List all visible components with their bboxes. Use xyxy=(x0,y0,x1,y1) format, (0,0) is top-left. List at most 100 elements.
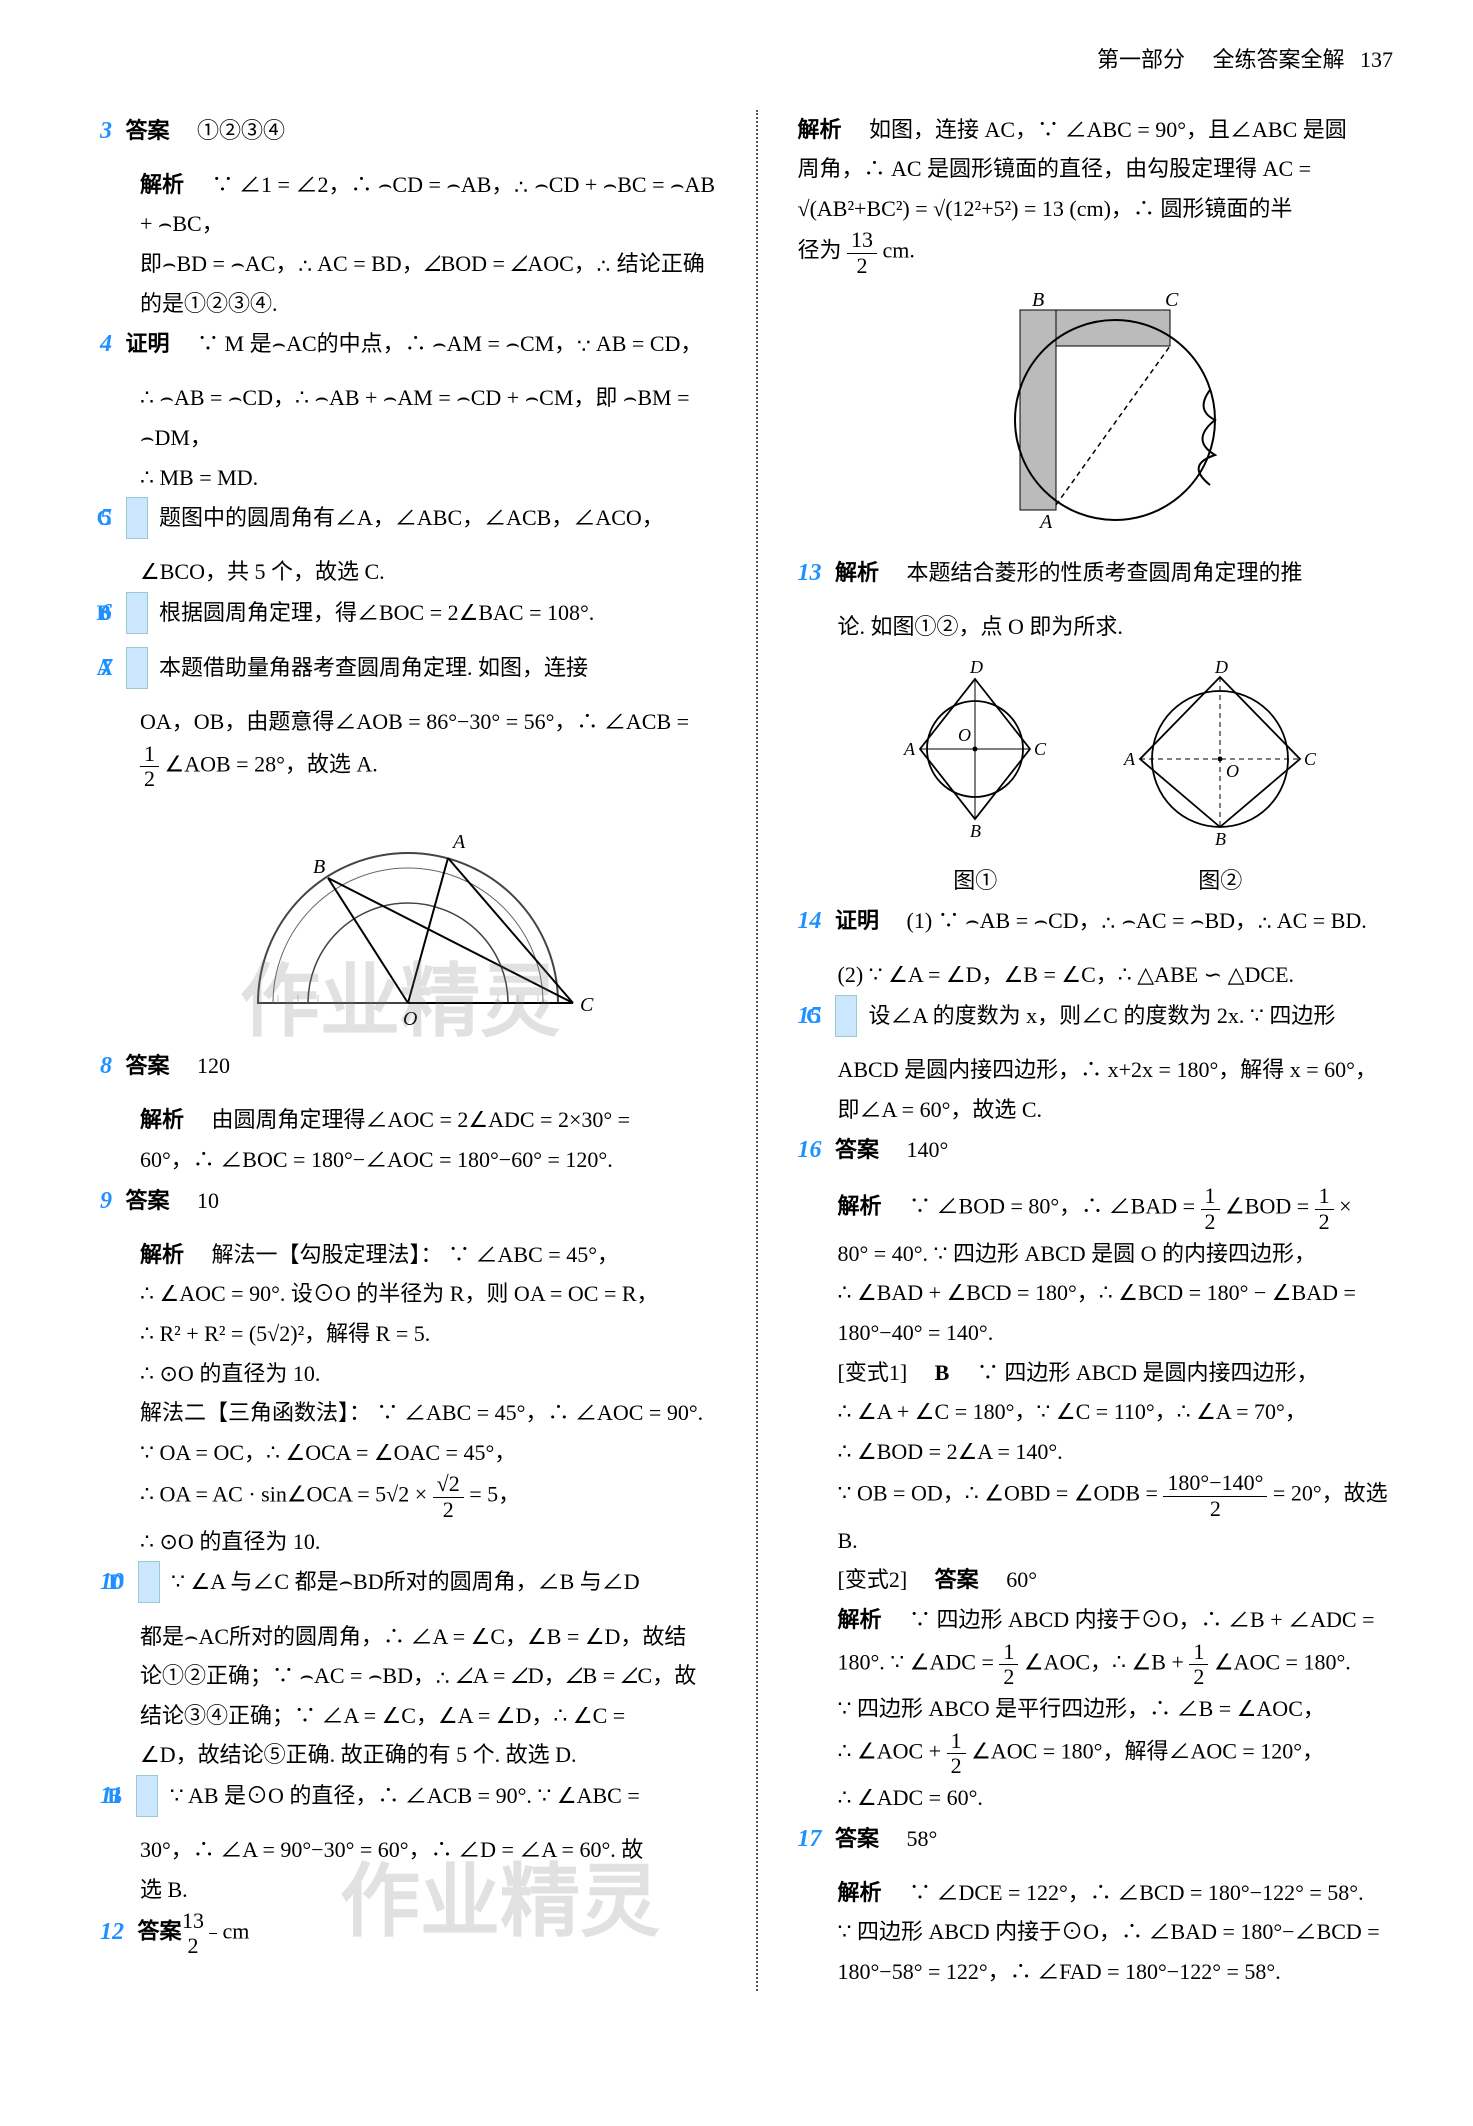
mirror-figure: B C A xyxy=(965,290,1245,540)
text: 80° = 40°. ∵ 四边形 ABCD 是圆 O 的内接四边形， xyxy=(838,1241,1317,1266)
right-column: 解析 如图，连接 AC，∵ ∠ABC = 90°，且∠ABC 是圆 周角，∴ A… xyxy=(768,110,1414,1992)
text: ∠AOB = 28°，故选 A. xyxy=(165,752,378,777)
answer-text: 120 xyxy=(197,1053,230,1078)
text: ABCD 是圆内接四边形，∴ x+2x = 180°，解得 x = 60°， xyxy=(838,1057,1377,1082)
text: 的是①②③④. xyxy=(140,291,278,316)
fraction: 1 2 xyxy=(947,1729,966,1778)
question-10: 10 D ∵ ∠A 与∠C 都是⌢BD所对的圆周角，∠B 与∠D xyxy=(100,1561,716,1604)
choice-badge: B xyxy=(126,592,148,634)
text: 30°，∴ ∠A = 90°−30° = 60°，∴ ∠D = ∠A = 60°… xyxy=(140,1837,643,1862)
text: 论①②正确；∵ ⌢AC = ⌢BD，∴ ∠A = ∠D，∠B = ∠C，故 xyxy=(140,1663,696,1688)
q8-explain: 解析 由圆周角定理得∠AOC = 2∠ADC = 2×30° = 60°，∴ ∠… xyxy=(100,1100,716,1179)
question-17: 17 答案 58° xyxy=(798,1818,1414,1861)
text: 180°. ∵ ∠ADC = xyxy=(838,1649,1000,1674)
rhombus-fig2: D A C B O xyxy=(1120,659,1320,849)
text: ∵ ∠A 与∠C 都是⌢BD所对的圆周角，∠B 与∠D xyxy=(171,1569,640,1594)
text: × xyxy=(1339,1194,1351,1219)
text: ∵ ∠ABC = 45°，∴ ∠AOC = 90°. xyxy=(377,1400,704,1425)
question-9: 9 答案 10 xyxy=(100,1180,716,1223)
text: 结论③④正确；∵ ∠A = ∠C，∠A = ∠D，∴ ∠C = xyxy=(140,1703,625,1728)
text: 周角，∴ AC 是圆形镜面的直径，由勾股定理得 AC = xyxy=(798,156,1312,181)
rhombus-fig1: D A C B O xyxy=(890,659,1060,849)
question-15: 15 C 设∠A 的度数为 x，则∠C 的度数为 2x. ∵ 四边形 xyxy=(798,995,1414,1038)
text: ∴ ∠A + ∠C = 180°，∵ ∠C = 110°，∴ ∠A = 70°， xyxy=(838,1399,1307,1424)
choice-badge: A xyxy=(126,647,148,689)
text: 径为 xyxy=(798,238,842,263)
proof-label: 证明 xyxy=(126,331,170,356)
frac-den: 2 xyxy=(140,767,159,791)
svg-text:O: O xyxy=(1226,761,1239,781)
text: ∵ M 是⌢AC的中点，∴ ⌢AM = ⌢CM，∵ AB = CD， xyxy=(197,331,702,356)
text: 设∠A 的度数为 x，则∠C 的度数为 2x. ∵ 四边形 xyxy=(869,1003,1336,1028)
qnum: 17 xyxy=(798,1826,822,1852)
text: 本题结合菱形的性质考查圆周角定理的推 xyxy=(907,560,1303,585)
fig1-label: 图① xyxy=(890,861,1060,901)
proof-label: 证明 xyxy=(835,908,879,933)
qnum: 13 xyxy=(798,560,822,586)
q3-explain: 解析 ∵ ∠1 = ∠2，∴ ⌢CD = ⌢AB，∴ ⌢CD + ⌢BC = ⌢… xyxy=(100,165,716,323)
question-4: 4 证明 ∵ M 是⌢AC的中点，∴ ⌢AM = ⌢CM，∵ AB = CD， xyxy=(100,323,716,366)
fig2-wrap: D A C B O 图② xyxy=(1120,647,1320,901)
text: ∵ 四边形 ABCD 是圆内接四边形， xyxy=(977,1360,1319,1385)
text: ∴ MB = MD. xyxy=(140,465,258,490)
fraction: 1 2 xyxy=(1315,1184,1334,1233)
frac-den: 2 xyxy=(847,254,877,278)
text: 题图中的圆周角有∠A，∠ABC，∠ACB，∠ACO， xyxy=(159,505,664,530)
text: 都是⌢AC所对的圆周角，∴ ∠A = ∠C，∠B = ∠D，故结 xyxy=(140,1624,686,1649)
q13-figures: D A C B O 图① D A C B xyxy=(798,647,1414,901)
text: ∴ ∠AOC = 90°. 设⊙O 的半径为 R，则 OA = OC = R， xyxy=(140,1281,659,1306)
column-divider xyxy=(756,110,758,1992)
question-3: 3 答案 ①②③④ xyxy=(100,110,716,153)
variant2-label: [变式2] xyxy=(838,1567,908,1592)
svg-text:B: B xyxy=(970,821,981,841)
text: ∵ OA = OC，∴ ∠OCA = ∠OAC = 45°， xyxy=(140,1440,516,1465)
text: ∵ 四边形 ABCO 是平行四边形，∴ ∠B = ∠AOC， xyxy=(838,1696,1325,1721)
svg-text:C: C xyxy=(1034,739,1047,759)
text: ∵ OB = OD，∴ ∠OBD = ∠ODB = xyxy=(838,1481,1164,1506)
q5-body: ∠BCO，共 5 个，故选 C. xyxy=(100,552,716,592)
text: ∵ ∠ABC = 45°， xyxy=(448,1242,619,1267)
text: 根据圆周角定理，得∠BOC = 2∠BAC = 108°. xyxy=(159,600,594,625)
text: ∠AOC = 180°，解得∠AOC = 120°， xyxy=(971,1738,1324,1763)
frac-num: 1 xyxy=(140,742,159,767)
variant1-label: [变式1] xyxy=(838,1360,908,1385)
variant1-choice: B xyxy=(935,1360,950,1385)
fig1-wrap: D A C B O 图① xyxy=(890,647,1060,901)
fraction: √2 2 xyxy=(433,1472,464,1521)
qnum: 12 xyxy=(100,1919,124,1945)
svg-text:D: D xyxy=(969,659,983,677)
q10-body: 都是⌢AC所对的圆周角，∴ ∠A = ∠C，∠B = ∠D，故结 论①②正确；∵… xyxy=(100,1617,716,1775)
explain-label: 解析 xyxy=(140,1107,184,1132)
svg-text:A: A xyxy=(1038,511,1053,533)
fraction: 1 2 xyxy=(1201,1184,1220,1233)
text: ∴ OA = AC · sin∠OCA = 5√2 × xyxy=(140,1482,427,1507)
text: ∴ ⌢AB = ⌢CD，∴ ⌢AB + ⌢AM = ⌢CD + ⌢CM，即 ⌢B… xyxy=(140,385,690,450)
section-title: 全练答案全解 xyxy=(1212,47,1344,72)
text: ∵ 四边形 ABCD 内接于⊙O，∴ ∠BAD = 180°−∠BCD = xyxy=(838,1919,1380,1944)
text: 60°，∴ ∠BOC = 180°−∠AOC = 180°−60° = 120°… xyxy=(140,1147,613,1172)
text: ∵ ∠BOD = 80°，∴ ∠BAD = xyxy=(909,1194,1201,1219)
fig2-label: 图② xyxy=(1120,861,1320,901)
text: ∴ ∠BOD = 2∠A = 140°. xyxy=(838,1439,1063,1464)
question-7: 7 A 本题借助量角器考查圆周角定理. 如图，连接 xyxy=(100,647,716,690)
svg-text:A: A xyxy=(903,739,916,759)
svg-text:C: C xyxy=(1304,749,1317,769)
answer-label: 答案 xyxy=(126,1053,170,1078)
text: ∵ ∠1 = ∠2，∴ ⌢CD = ⌢AB，∴ ⌢CD + ⌢BC = ⌢AB … xyxy=(140,172,715,237)
text: 由圆周角定理得∠AOC = 2∠ADC = 2×30° = xyxy=(212,1107,631,1132)
fraction: 180°−140° 2 xyxy=(1163,1471,1267,1520)
question-8: 8 答案 120 xyxy=(100,1045,716,1088)
page-number: 137 xyxy=(1360,47,1393,72)
answer-text: 10 xyxy=(197,1188,219,1213)
q13-body: 论. 如图①②，点 O 即为所求. xyxy=(798,607,1414,647)
text: 180°−58° = 122°，∴ ∠FAD = 180°−122° = 58°… xyxy=(838,1959,1281,1984)
fraction: 13 2 xyxy=(847,228,877,277)
text: 即∠A = 60°，故选 C. xyxy=(838,1097,1043,1122)
text: 即⌢BD = ⌢AC，∴ AC = BD，∠BOD = ∠AOC，∴ 结论正确 xyxy=(140,251,705,276)
svg-text:O: O xyxy=(958,725,971,745)
q12-explain: 解析 如图，连接 AC，∵ ∠ABC = 90°，且∠ABC 是圆 周角，∴ A… xyxy=(798,110,1414,278)
q4-body: ∴ ⌢AB = ⌢CD，∴ ⌢AB + ⌢AM = ⌢CD + ⌢CM，即 ⌢B… xyxy=(100,378,716,497)
text: cm. xyxy=(883,238,915,263)
answer-text: 140° xyxy=(907,1137,949,1162)
answer-label: 答案 xyxy=(835,1826,879,1851)
